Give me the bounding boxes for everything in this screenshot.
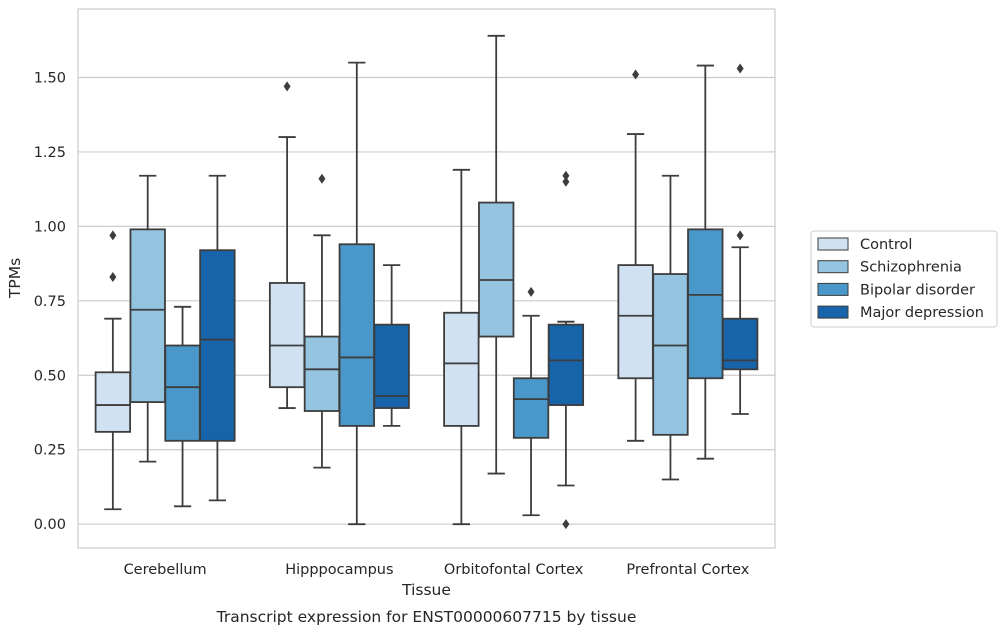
chart-caption: Transcript expression for ENST0000060771… [216,608,637,626]
legend-swatch [817,237,849,251]
outlier-point [109,230,117,241]
outlier-point [318,173,326,184]
y-tick-label: 1.00 [34,219,66,235]
y-tick-label: 0.50 [34,368,66,384]
box [721,63,759,415]
legend-label: Control [860,237,912,253]
y-tick-labels: 0.00 0.25 0.50 0.75 1.00 1.25 1.50 [34,70,66,533]
box-body [94,371,132,433]
legend: Control Schizophrenia Bipolar disorder Majo… [810,230,998,328]
x-tick-label: Prefrontal Cortex [626,562,749,578]
box-body [512,377,550,439]
box-body [617,264,654,380]
box-body [199,249,236,442]
outlier-point [527,286,535,297]
box [652,174,689,481]
box [687,64,724,460]
legend-label: Bipolar disorder [860,282,975,298]
box-body [129,228,166,403]
box-body [547,323,585,406]
box [443,168,480,526]
box-body [373,323,410,409]
legend-label: Schizophrenia [860,260,962,276]
y-axis-label: TPMs [6,258,24,299]
outlier-point [109,272,117,283]
box-body [268,282,306,389]
box [617,69,654,442]
legend-swatch [817,305,849,319]
x-tick-label: Hipppocampus [285,562,393,578]
outlier-point [562,519,570,530]
outlier-point [562,170,570,181]
box-body [478,201,515,338]
box-body [443,311,480,427]
box [338,61,375,526]
box-body [721,317,759,371]
outlier-point [283,81,291,92]
box-body [687,228,724,380]
y-tick-label: 1.25 [34,145,66,161]
legend-label: Major depression [860,305,984,321]
box-body [338,243,375,427]
y-tick-label: 1.50 [34,70,66,86]
box [512,286,550,517]
box-body [652,273,689,436]
outlier-point [632,69,640,80]
box [373,264,410,427]
box [547,170,585,530]
outlier-point [736,230,744,241]
box [303,173,341,469]
y-tick-label: 0.00 [34,517,66,533]
box-body [303,335,341,412]
x-tick-labels: Cerebellum Hipppocampus Orbitofontal Corte… [124,562,750,578]
legend-frame [810,230,998,328]
box [199,174,236,502]
outlier-point [562,176,570,187]
box [94,230,132,511]
legend-swatch [817,282,849,296]
box [268,81,306,409]
box [164,305,201,508]
box-series [94,34,759,530]
box-body [164,344,201,442]
box [478,34,515,475]
x-tick-label: Cerebellum [124,562,207,578]
box [129,174,166,463]
y-tick-label: 0.25 [34,443,66,459]
y-tick-label: 0.75 [34,294,66,310]
plot-area-frame [77,8,776,549]
outlier-point [736,63,744,74]
x-axis-label: Tissue [401,581,451,599]
legend-swatch [817,260,849,274]
x-tick-label: Orbitofontal Cortex [444,562,584,578]
